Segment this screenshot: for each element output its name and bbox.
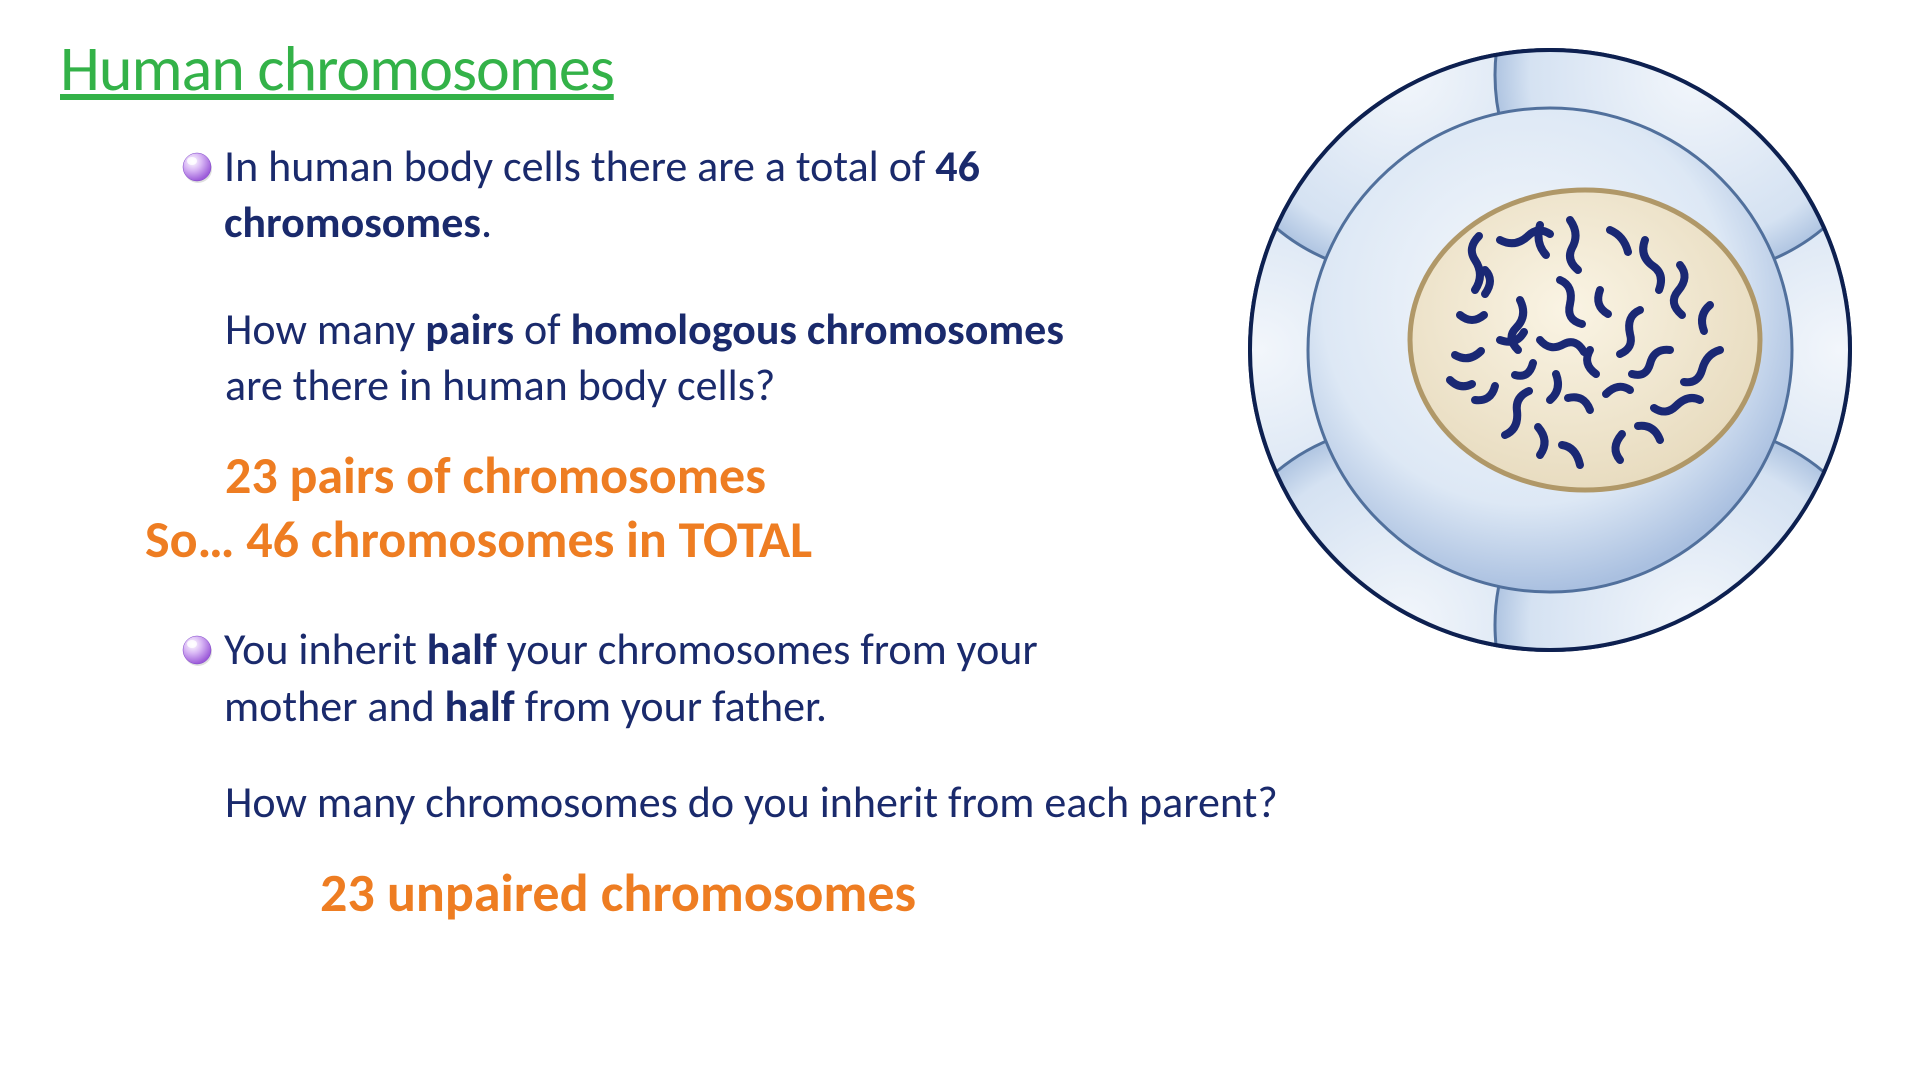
q1-c: of [514, 302, 571, 356]
paragraph-1: In human body cells there are a total of… [224, 138, 1124, 251]
slide: Human chromosomes [0, 0, 1920, 1080]
bullet-icon [180, 633, 214, 672]
p2-d: half [445, 679, 515, 733]
p1-text-c: . [481, 195, 492, 249]
q1-a: How many [225, 302, 425, 356]
q1-d: homologous chromosomes [571, 302, 1064, 356]
cell-diagram [1240, 40, 1860, 660]
question-2: How many chromosomes do you inherit from… [225, 774, 1860, 830]
p2-b: half [427, 622, 497, 676]
p2-e: from your father. [515, 679, 827, 733]
q1-e: are there in human body cells? [225, 358, 775, 412]
paragraph-2: You inherit half your chromosomes from y… [224, 621, 1124, 734]
question-1: How many pairs of homologous chromosomes… [225, 301, 1125, 414]
p1-text-a: In human body cells there are a total of [224, 139, 935, 193]
p2-a: You inherit [224, 622, 427, 676]
q1-b: pairs [425, 302, 514, 356]
answer-3: 23 unpaired chromosomes [320, 860, 1860, 926]
bullet-icon [180, 150, 214, 189]
